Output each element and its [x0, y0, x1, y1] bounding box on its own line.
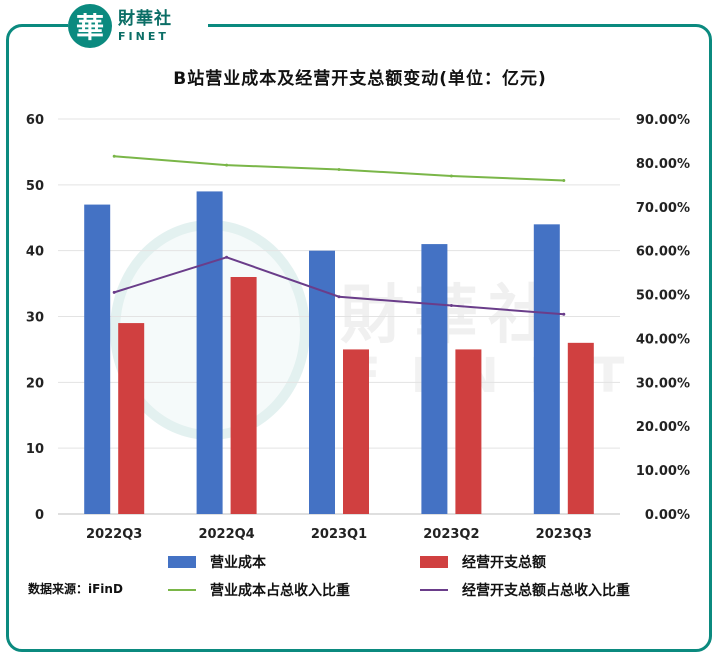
- right-axis-tick: 70.00%: [636, 201, 690, 216]
- point-cost-ratio: [449, 174, 453, 178]
- right-axis-tick: 0.00%: [645, 508, 690, 523]
- right-axis-tick: 50.00%: [636, 289, 690, 304]
- point-opex-ratio: [112, 290, 116, 294]
- point-opex-ratio: [562, 312, 566, 316]
- point-opex-ratio: [449, 304, 453, 308]
- point-cost-ratio: [112, 154, 116, 158]
- logo-name-cn: 財華社: [118, 8, 172, 29]
- legend-item-cost: 营业成本: [168, 552, 266, 572]
- left-axis-tick: 0: [35, 508, 44, 523]
- legend-swatch-cost: [168, 556, 196, 568]
- right-axis-tick: 30.00%: [636, 376, 690, 391]
- legend-swatch-opex: [420, 556, 448, 568]
- left-axis-tick: 30: [26, 311, 44, 326]
- legend-label-cost: 营业成本: [210, 555, 266, 571]
- x-axis-tick: 2022Q3: [86, 527, 142, 542]
- left-axis-tick: 10: [26, 442, 44, 457]
- left-axis-tick: 20: [26, 376, 44, 391]
- legend-label-opex-ratio: 经营开支总额占总收入比重: [462, 583, 630, 599]
- right-axis-tick: 10.00%: [636, 464, 690, 479]
- point-cost-ratio: [225, 163, 229, 167]
- legend-item-cost-ratio: 营业成本占总收入比重: [168, 580, 350, 600]
- legend-item-opex-ratio: 经营开支总额占总收入比重: [420, 580, 630, 600]
- right-axis-tick: 40.00%: [636, 332, 690, 347]
- left-axis-tick: 60: [26, 113, 44, 128]
- legend-swatch-cost-ratio: [168, 589, 196, 591]
- x-axis-tick: 2023Q3: [536, 527, 592, 542]
- data-source: 数据来源：iFinD: [28, 582, 123, 596]
- bar-opex: [230, 277, 257, 514]
- logo-text: 財華社 FINET: [118, 8, 172, 43]
- point-cost-ratio: [562, 178, 566, 182]
- chart-title: B站营业成本及经营开支总额变动(单位：亿元): [173, 69, 547, 89]
- legend-label-opex: 经营开支总额: [462, 555, 546, 571]
- left-axis-tick: 50: [26, 179, 44, 194]
- bar-cost: [196, 191, 223, 514]
- point-opex-ratio: [337, 295, 341, 299]
- x-axis-tick: 2023Q2: [423, 527, 479, 542]
- left-axis-tick: 40: [26, 245, 44, 260]
- bar-opex: [455, 349, 482, 514]
- bar-opex: [343, 349, 369, 514]
- x-axis-tick: 2023Q1: [311, 527, 367, 542]
- right-axis-tick: 20.00%: [636, 420, 690, 435]
- right-axis-tick: 60.00%: [636, 245, 690, 260]
- legend-label-cost-ratio: 营业成本占总收入比重: [210, 583, 350, 599]
- legend-swatch-opex-ratio: [420, 589, 448, 591]
- point-opex-ratio: [225, 255, 229, 259]
- point-cost-ratio: [337, 167, 341, 171]
- bar-opex: [118, 323, 145, 514]
- bar-cost: [421, 244, 448, 515]
- logo-mark: 華: [68, 4, 112, 48]
- right-axis-tick: 80.00%: [636, 157, 690, 172]
- bar-opex: [567, 342, 594, 514]
- logo-name-en: FINET: [118, 29, 169, 43]
- legend-item-opex: 经营开支总额: [420, 552, 546, 572]
- bar-cost: [84, 204, 111, 515]
- line-opex-ratio: [113, 256, 564, 316]
- bar-cost: [533, 224, 560, 515]
- finet-logo: 華 財華社 FINET: [68, 2, 208, 50]
- x-axis-tick: 2022Q4: [198, 527, 254, 542]
- right-axis-tick: 90.00%: [636, 113, 690, 128]
